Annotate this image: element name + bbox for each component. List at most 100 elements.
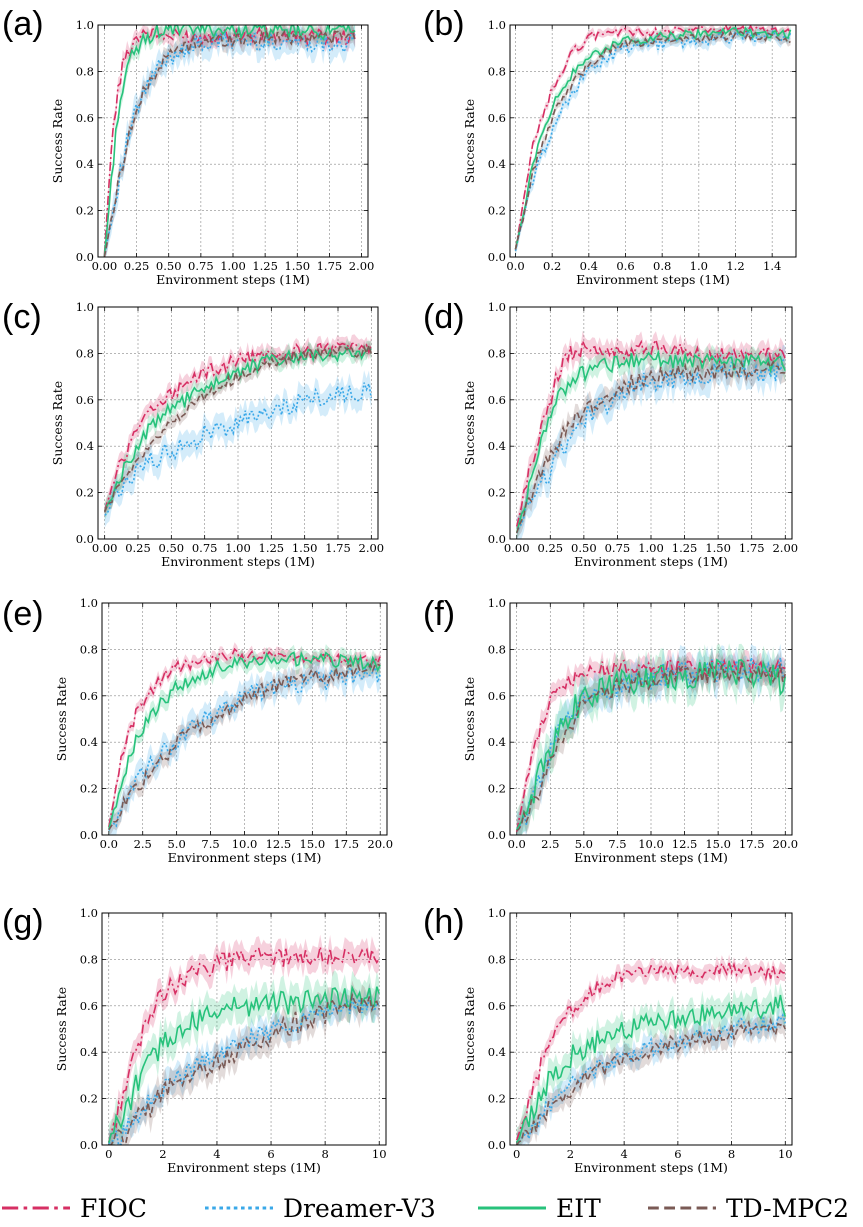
x-tick-label: 1.00 — [638, 541, 664, 555]
y-tick-label: 0.8 — [488, 642, 506, 656]
panel-g: (g) 0 2 4 6 8 10 0.0 0.2 0.4 0.6 0.8 1.0 Environment … — [2, 903, 387, 1175]
x-axis-label: Environment steps (1M) — [576, 272, 730, 287]
band-eit — [515, 25, 791, 254]
plot-frame — [509, 306, 793, 540]
series-line-eit — [514, 26, 792, 250]
x-tick-label: 2 — [567, 1147, 574, 1161]
series-line-fioc — [108, 946, 380, 1143]
x-tick-label: 2.5 — [541, 837, 559, 851]
y-tick-label: 0.4 — [488, 157, 506, 171]
x-tick-label: 8 — [321, 1147, 328, 1161]
series-line-td-mpc2 — [516, 660, 787, 832]
legend-label-eit: EIT — [556, 1194, 601, 1223]
x-tick-label: 0.0 — [508, 837, 526, 851]
series-line-td-mpc2 — [515, 359, 786, 534]
y-tick-label: 0.0 — [488, 250, 506, 264]
panel-c: (c) 0.00 0.25 0.50 0.75 1.00 1.25 1.50 1.75 2.00 0… — [2, 298, 384, 569]
x-tick-label: 12.5 — [672, 837, 698, 851]
plot-frame — [101, 912, 387, 1146]
band-eit — [104, 25, 356, 257]
band-fioc — [516, 330, 786, 536]
series-line-fioc — [103, 25, 356, 256]
x-tick-label: 1.50 — [292, 541, 318, 555]
x-tick-label: 8 — [728, 1147, 735, 1161]
y-tick-label: 1.0 — [80, 906, 98, 920]
x-tick-label: 20.0 — [772, 837, 798, 851]
series-line-td-mpc2 — [516, 1017, 787, 1145]
series-line-dreamer-v3 — [516, 1012, 787, 1145]
y-tick-label: 1.0 — [488, 906, 506, 920]
y-axis-label: Success Rate — [462, 987, 477, 1071]
y-tick-label: 1.0 — [488, 300, 506, 314]
x-tick-label: 1.50 — [705, 541, 731, 555]
x-tick-label: 1.00 — [225, 541, 251, 555]
x-tick-label: 1.25 — [672, 541, 698, 555]
y-axis-label: Success Rate — [462, 99, 477, 183]
band-fioc — [108, 642, 381, 834]
band-dreamer-v3 — [104, 25, 356, 257]
y-axis-label: Success Rate — [462, 381, 477, 465]
x-tick-label: 1.2 — [726, 259, 744, 273]
plot-frame — [97, 24, 369, 258]
x-tick-label: 2.5 — [134, 837, 152, 851]
y-tick-label: 0.2 — [76, 486, 94, 500]
x-tick-label: 0.6 — [616, 259, 634, 273]
x-tick-label: 17.5 — [333, 837, 359, 851]
y-tick-label: 0.2 — [488, 1092, 506, 1106]
x-tick-label: 0.75 — [192, 541, 218, 555]
y-tick-label: 1.0 — [80, 596, 98, 610]
y-tick-label: 0.6 — [80, 689, 98, 703]
x-tick-label: 0 — [105, 1147, 112, 1161]
x-tick-label: 1.50 — [284, 259, 310, 273]
series-line-eit — [515, 658, 787, 831]
y-tick-label: 0.2 — [488, 782, 506, 796]
x-tick-label: 2.00 — [772, 541, 798, 555]
y-tick-label: 0.4 — [76, 157, 94, 171]
x-tick-label: 0 — [513, 1147, 520, 1161]
series-line-td-mpc2 — [103, 29, 356, 257]
panel-f: (f) 0.0 2.5 5.0 7.5 10.0 12.5 15.0 17.5 20.0 0.0 0.… — [423, 595, 798, 865]
x-tick-label: 6 — [674, 1147, 681, 1161]
x-tick-label: 0.75 — [605, 541, 631, 555]
x-tick-label: 10.0 — [638, 837, 664, 851]
band-td-mpc2 — [108, 980, 380, 1145]
series-line-eit — [516, 994, 787, 1143]
x-tick-label: 1.75 — [739, 541, 765, 555]
y-axis-label: Success Rate — [462, 677, 477, 761]
x-tick-label: 0.25 — [124, 259, 150, 273]
y-tick-label: 0.8 — [488, 952, 506, 966]
x-tick-label: 1.75 — [325, 541, 351, 555]
x-tick-label: 0.8 — [653, 259, 671, 273]
y-tick-label: 0.8 — [76, 346, 94, 360]
band-fioc — [515, 25, 791, 254]
y-tick-label: 0.4 — [76, 439, 94, 453]
y-tick-label: 0.0 — [76, 250, 94, 264]
series-line-fioc — [103, 341, 373, 512]
x-tick-label: 5.0 — [167, 837, 185, 851]
x-axis-label: Environment steps (1M) — [168, 850, 322, 865]
x-tick-label: 0.50 — [571, 541, 597, 555]
y-tick-label: 0.8 — [488, 346, 506, 360]
y-tick-label: 0.4 — [488, 735, 506, 749]
y-tick-label: 1.0 — [76, 18, 94, 32]
x-tick-label: 1.75 — [317, 259, 343, 273]
y-tick-label: 0.0 — [76, 532, 94, 546]
legend-label-td-mpc2: TD-MPC2 — [726, 1194, 849, 1223]
y-tick-label: 1.0 — [488, 596, 506, 610]
y-tick-label: 0.4 — [80, 735, 98, 749]
series-line-dreamer-v3 — [103, 31, 356, 257]
plot-frame — [101, 602, 388, 836]
series-line-fioc — [515, 960, 786, 1141]
y-tick-label: 0.2 — [488, 204, 506, 218]
x-tick-label: 0.0 — [100, 837, 118, 851]
series-line-eit — [108, 984, 380, 1144]
series-line-td-mpc2 — [103, 342, 373, 513]
x-tick-label: 0.0 — [506, 259, 524, 273]
y-axis-label: Success Rate — [50, 381, 65, 465]
x-tick-label: 7.5 — [608, 837, 626, 851]
x-tick-label: 0.25 — [537, 541, 563, 555]
x-tick-label: 0.25 — [125, 541, 151, 555]
x-tick-label: 15.0 — [705, 837, 731, 851]
plot-frame — [97, 306, 379, 540]
